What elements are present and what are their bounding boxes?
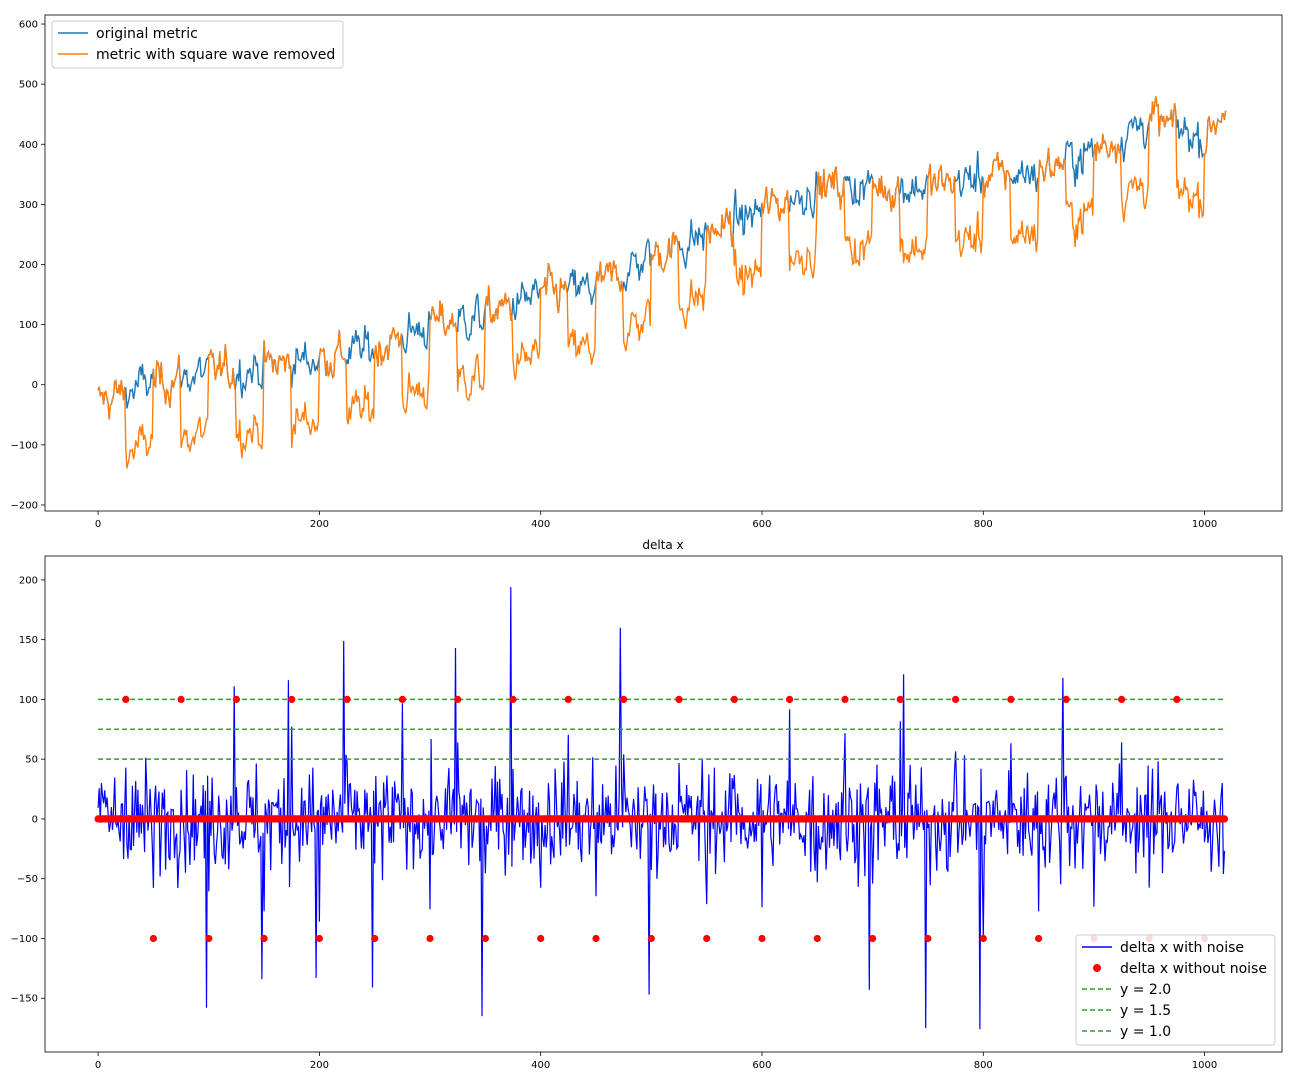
chart-bottom-ticks: 0 200 400 600 800 1000 −150 −100 −50 0 50 100 150 200 <box>11 555 1283 1071</box>
clean-point <box>647 934 655 943</box>
clean-point <box>288 695 296 704</box>
chart-bottom: delta x 0 200 400 600 800 1000 −150 −100 −50 0 50 1… <box>11 538 1283 1071</box>
clean-point <box>1118 695 1126 704</box>
clean-point <box>315 934 323 943</box>
bottom-xtick-label: 200 <box>310 1060 329 1071</box>
chart-top-ticks: 0 200 400 600 800 1000 −200 −100 0 100 200 300 400 50… <box>11 14 1283 530</box>
clean-point <box>177 695 185 704</box>
clean-point <box>730 695 738 704</box>
series-delta-x-without-noise <box>94 695 1229 943</box>
top-ytick-label: 600 <box>19 20 38 31</box>
clean-point <box>481 934 489 943</box>
clean-point <box>979 934 987 943</box>
clean-point <box>841 695 849 704</box>
clean-point <box>1173 695 1181 704</box>
bottom-xtick-label: 0 <box>95 1060 101 1071</box>
bottom-ytick-label: 50 <box>25 755 38 766</box>
clean-point <box>1035 934 1043 943</box>
chart-top-plot-area <box>97 96 1227 469</box>
top-xtick-label: 200 <box>310 519 329 530</box>
series-delta-x-with-noise <box>97 587 1226 1030</box>
legend-label-hline-1: y = 1.5 <box>1120 1003 1171 1019</box>
bottom-ytick-label: 150 <box>19 635 38 646</box>
bottom-ytick-label: −50 <box>17 874 38 885</box>
bottom-xtick-label: 600 <box>752 1060 771 1071</box>
clean-point <box>758 934 766 943</box>
top-ytick-label: 200 <box>19 260 38 271</box>
bottom-ytick-label: −100 <box>11 934 38 945</box>
clean-point <box>1220 815 1229 823</box>
clean-point <box>924 934 932 943</box>
series-original-metric <box>97 96 1227 420</box>
clean-point <box>371 934 379 943</box>
top-ytick-label: −100 <box>11 440 38 451</box>
clean-point <box>149 934 157 943</box>
bottom-ytick-label: 200 <box>19 575 38 586</box>
clean-point <box>896 695 904 704</box>
clean-point <box>260 934 268 943</box>
top-ytick-label: 300 <box>19 200 38 211</box>
top-xtick-label: 800 <box>974 519 993 530</box>
clean-point <box>786 695 794 704</box>
top-ytick-label: 500 <box>19 80 38 91</box>
clean-point <box>509 695 517 704</box>
top-xtick-label: 400 <box>531 519 550 530</box>
top-ytick-label: 100 <box>19 320 38 331</box>
clean-point <box>703 934 711 943</box>
chart-bottom-plot-area <box>94 587 1229 1030</box>
legend-label-hline-2: y = 1.0 <box>1120 1024 1171 1040</box>
chart-bottom-title: delta x <box>642 538 683 552</box>
clean-point <box>564 695 572 704</box>
top-frame <box>44 14 1283 512</box>
legend-label-original-metric: original metric <box>96 26 198 42</box>
clean-point <box>1062 695 1070 704</box>
legend-marker-clean <box>1093 964 1101 972</box>
chart-top: 0 200 400 600 800 1000 −200 −100 0 100 200 300 400 50… <box>11 14 1283 530</box>
clean-point <box>1007 695 1015 704</box>
legend-box <box>1075 934 1276 1046</box>
top-xtick-label: 0 <box>95 519 101 530</box>
legend-box <box>51 20 344 69</box>
clean-point <box>869 934 877 943</box>
clean-point <box>620 695 628 704</box>
clean-point <box>343 695 351 704</box>
bottom-ytick-label: −150 <box>11 994 38 1005</box>
chart-bottom-legend: delta x with noise delta x without noise… <box>1075 934 1276 1046</box>
top-ytick-label: −200 <box>11 500 38 511</box>
top-xtick-label: 1000 <box>1192 519 1217 530</box>
clean-point <box>813 934 821 943</box>
top-xtick-label: 600 <box>752 519 771 530</box>
chart-top-legend: original metric metric with square wave … <box>51 20 344 69</box>
legend-label-square-removed: metric with square wave removed <box>96 47 335 63</box>
clean-point <box>426 934 434 943</box>
clean-point <box>205 934 213 943</box>
series-square-wave-removed <box>97 96 1227 469</box>
legend-label-hline-0: y = 2.0 <box>1120 982 1171 998</box>
legend-label-noise: delta x with noise <box>1120 940 1244 956</box>
bottom-xtick-label: 1000 <box>1192 1060 1217 1071</box>
bottom-ytick-label: 100 <box>19 695 38 706</box>
legend-label-clean: delta x without noise <box>1120 961 1267 977</box>
clean-point <box>952 695 960 704</box>
bottom-xtick-label: 400 <box>531 1060 550 1071</box>
bottom-ytick-label: 0 <box>32 814 38 825</box>
clean-point <box>675 695 683 704</box>
clean-point <box>398 695 406 704</box>
clean-point <box>537 934 545 943</box>
bottom-xtick-label: 800 <box>974 1060 993 1071</box>
top-ytick-label: 0 <box>32 380 38 391</box>
clean-point <box>454 695 462 704</box>
bottom-frame <box>44 555 1283 1053</box>
top-ytick-label: 400 <box>19 140 38 151</box>
clean-point <box>122 695 130 704</box>
clean-point <box>232 695 240 704</box>
clean-point <box>592 934 600 943</box>
